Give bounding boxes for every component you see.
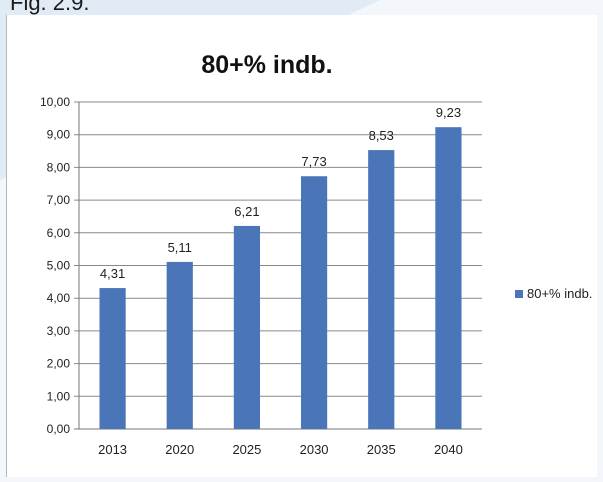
data-label-2030: 7,73 <box>301 154 326 169</box>
chart-title: 80+% indb. <box>201 51 333 79</box>
bar-2025 <box>233 225 261 429</box>
chart-legend: 80+% indb. <box>515 286 592 301</box>
legend-label: 80+% indb. <box>527 286 593 301</box>
legend-swatch <box>515 289 523 298</box>
data-label-2025: 6,21 <box>234 204 259 219</box>
x-tick-label-2030: 2030 <box>300 442 329 457</box>
y-tick-label: 7,00 <box>47 193 71 207</box>
data-label-2035: 8,53 <box>369 128 394 143</box>
x-tick-label-2025: 2025 <box>232 442 261 457</box>
x-tick-label-2035: 2035 <box>367 442 396 457</box>
data-label-2013: 4,31 <box>100 266 125 281</box>
y-tick-label: 0,00 <box>47 422 71 436</box>
y-tick-label: 5,00 <box>47 259 71 273</box>
y-tick-label: 1,00 <box>47 389 71 403</box>
data-label-2040: 9,23 <box>436 105 461 120</box>
x-tick-label-2020: 2020 <box>165 442 194 457</box>
y-tick-label: 3,00 <box>47 324 71 338</box>
bar-2020 <box>166 261 193 429</box>
x-tick-label-2040: 2040 <box>434 442 463 457</box>
y-tick-label: 4,00 <box>47 291 71 305</box>
y-tick-label: 2,00 <box>47 357 71 371</box>
y-tick-label: 10,00 <box>40 95 70 109</box>
bar-2035 <box>368 150 395 429</box>
data-label-2020: 5,11 <box>168 240 192 255</box>
x-tick-label-2013: 2013 <box>98 442 127 457</box>
bar-2040 <box>435 127 462 429</box>
y-tick-label: 8,00 <box>47 160 71 174</box>
bar-2013 <box>99 288 126 429</box>
figure-caption: Fig. 2.9. <box>10 0 90 15</box>
y-tick-label: 9,00 <box>47 128 71 142</box>
y-tick-label: 6,00 <box>47 226 71 240</box>
chart-frame: 80+% indb. 0,00 1,00 2,00 3,00 4,00 5,00 6,00 7… <box>6 15 597 477</box>
bar-chart: 0,00 1,00 2,00 3,00 4,00 5,00 6,00 7,00 8,00 9,00… <box>40 95 482 457</box>
bar-2030 <box>300 176 328 429</box>
